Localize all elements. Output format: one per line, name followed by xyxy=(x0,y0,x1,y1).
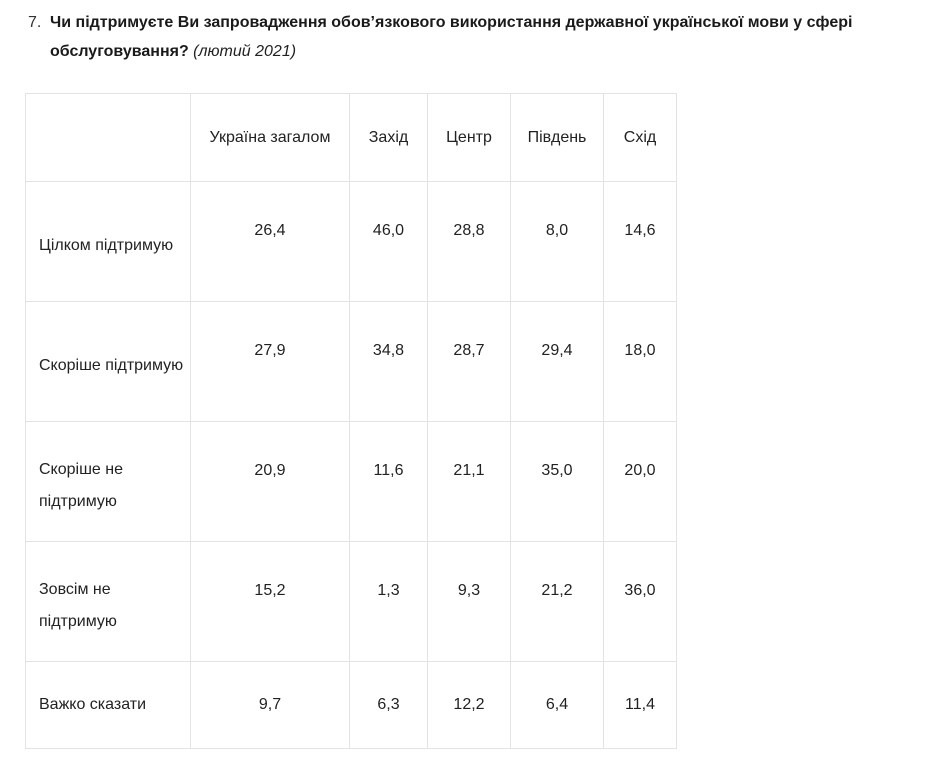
table-row: Скоріше підтримую 27,9 34,8 28,7 29,4 18… xyxy=(25,301,677,422)
table-cell: 28,7 xyxy=(427,301,511,422)
table-cell: 46,0 xyxy=(349,181,428,302)
table-cell: 20,0 xyxy=(603,421,677,542)
table-cell: 29,4 xyxy=(510,301,604,422)
table-cell: 26,4 xyxy=(190,181,350,302)
row-label: Скоріше не підтримую xyxy=(25,421,191,542)
row-label: Цілком підтримую xyxy=(25,181,191,302)
table-cell: 11,4 xyxy=(603,661,677,749)
table-cell: 12,2 xyxy=(427,661,511,749)
question-body: Чи підтримуєте Ви запровадження обов’язк… xyxy=(50,8,918,66)
header-cell-ukraine-total: Україна загалом xyxy=(190,93,350,182)
table-cell: 14,6 xyxy=(603,181,677,302)
table-cell: 36,0 xyxy=(603,541,677,662)
table-row: Скоріше не підтримую 20,9 11,6 21,1 35,0… xyxy=(25,421,677,542)
question-number: 7. xyxy=(28,14,42,31)
table-cell: 34,8 xyxy=(349,301,428,422)
question-date: (лютий 2021) xyxy=(193,43,297,60)
table-cell: 21,2 xyxy=(510,541,604,662)
table-cell: 18,0 xyxy=(603,301,677,422)
row-label: Важко сказати xyxy=(25,661,191,749)
header-cell-south: Південь xyxy=(510,93,604,182)
row-label: Зовсім не підтримую xyxy=(25,541,191,662)
table-header-row: Україна загалом Захід Центр Південь Схід xyxy=(25,93,677,182)
row-label: Скоріше підтримую xyxy=(25,301,191,422)
table-row: Цілком підтримую 26,4 46,0 28,8 8,0 14,6 xyxy=(25,181,677,302)
table-cell: 15,2 xyxy=(190,541,350,662)
table-cell: 27,9 xyxy=(190,301,350,422)
table-cell: 9,3 xyxy=(427,541,511,662)
table-cell: 11,6 xyxy=(349,421,428,542)
table-cell: 21,1 xyxy=(427,421,511,542)
header-cell-empty xyxy=(25,93,191,182)
table-cell: 6,3 xyxy=(349,661,428,749)
table-cell: 28,8 xyxy=(427,181,511,302)
header-cell-west: Захід xyxy=(349,93,428,182)
table-row: Важко сказати 9,7 6,3 12,2 6,4 11,4 xyxy=(25,661,677,749)
table-cell: 9,7 xyxy=(190,661,350,749)
survey-question: 7. Чи підтримуєте Ви запровадження обов’… xyxy=(28,8,918,66)
table-cell: 6,4 xyxy=(510,661,604,749)
table-cell: 1,3 xyxy=(349,541,428,662)
table-cell: 8,0 xyxy=(510,181,604,302)
header-cell-east: Схід xyxy=(603,93,677,182)
question-text: Чи підтримуєте Ви запровадження обов’язк… xyxy=(50,14,853,60)
table-cell: 20,9 xyxy=(190,421,350,542)
table-cell: 35,0 xyxy=(510,421,604,542)
header-cell-center: Центр xyxy=(427,93,511,182)
survey-results-table: Україна загалом Захід Центр Південь Схід… xyxy=(25,93,677,749)
table-row: Зовсім не підтримую 15,2 1,3 9,3 21,2 36… xyxy=(25,541,677,662)
